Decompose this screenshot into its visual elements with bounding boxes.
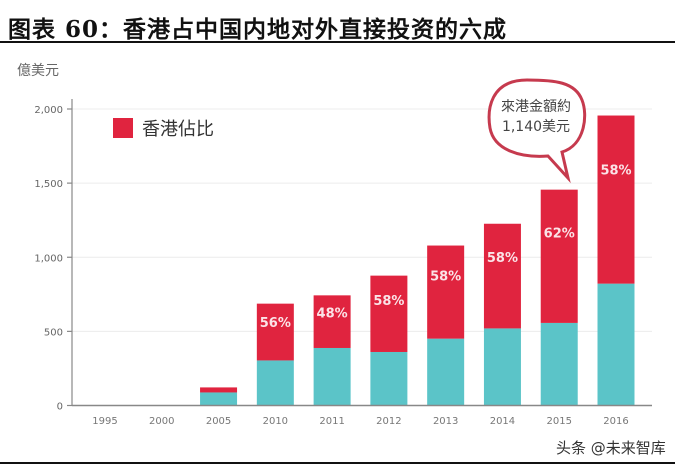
bar-segment-hk-share [483,223,521,329]
legend-swatch [113,118,133,138]
bottom-rule [0,462,675,464]
bar-segment-hk-share [597,115,635,284]
bar-segment-other [540,322,578,406]
watermark: 头条 @未来智库 [556,439,666,457]
data-label: 58% [430,269,461,284]
data-label: 58% [600,163,631,178]
figure-title: 图表 60：香港占中国内地对外直接投资的六成 [8,16,508,43]
title-rule [0,41,675,43]
data-label: 58% [487,251,518,266]
x-tick-label: 1995 [92,416,117,427]
x-tick-label: 2014 [490,416,515,427]
bar-segment-other [597,283,635,406]
x-tick-label: 2013 [433,416,458,427]
legend: 香港佔比 [113,118,214,140]
data-label: 58% [373,294,404,309]
x-tick-label: 2016 [603,416,628,427]
y-tick-label: 1,500 [34,179,63,190]
bar-segment-other [427,338,465,406]
data-label: 56% [260,316,291,331]
callout-line2: 1,140美元 [502,119,570,135]
data-label: 48% [317,306,348,321]
y-tick-label: 1,000 [34,253,63,264]
bar-segment-hk-share [370,275,408,352]
x-tick-label: 2005 [206,416,231,427]
bar-segment-other [483,328,521,406]
bar-segment-other [313,347,351,406]
y-axis-label: 億美元 [17,63,59,79]
bar-segment-other [256,360,294,406]
bar-segment-hk-share [540,189,578,323]
x-tick-label: 2011 [319,416,344,427]
x-tick-label: 2015 [546,416,571,427]
y-tick-label: 500 [44,327,63,338]
callout-bubble: 來港金額約 1,140美元 [487,78,587,184]
bar-segment-hk-share [200,387,238,393]
bar-segment-other [200,392,238,406]
bar-segment-hk-share [313,295,351,348]
x-tick-label: 2010 [263,416,288,427]
bar-segment-hk-share [256,303,294,361]
x-tick-label: 2000 [149,416,174,427]
callout-line1: 來港金額約 [501,99,571,115]
bar-segment-other [370,351,408,406]
y-tick-label: 0 [57,402,63,413]
y-tick-label: 2,000 [34,105,63,116]
bar-segment-hk-share [427,245,465,339]
data-label: 62% [544,226,575,241]
x-tick-label: 2012 [376,416,401,427]
legend-label: 香港佔比 [142,119,214,140]
